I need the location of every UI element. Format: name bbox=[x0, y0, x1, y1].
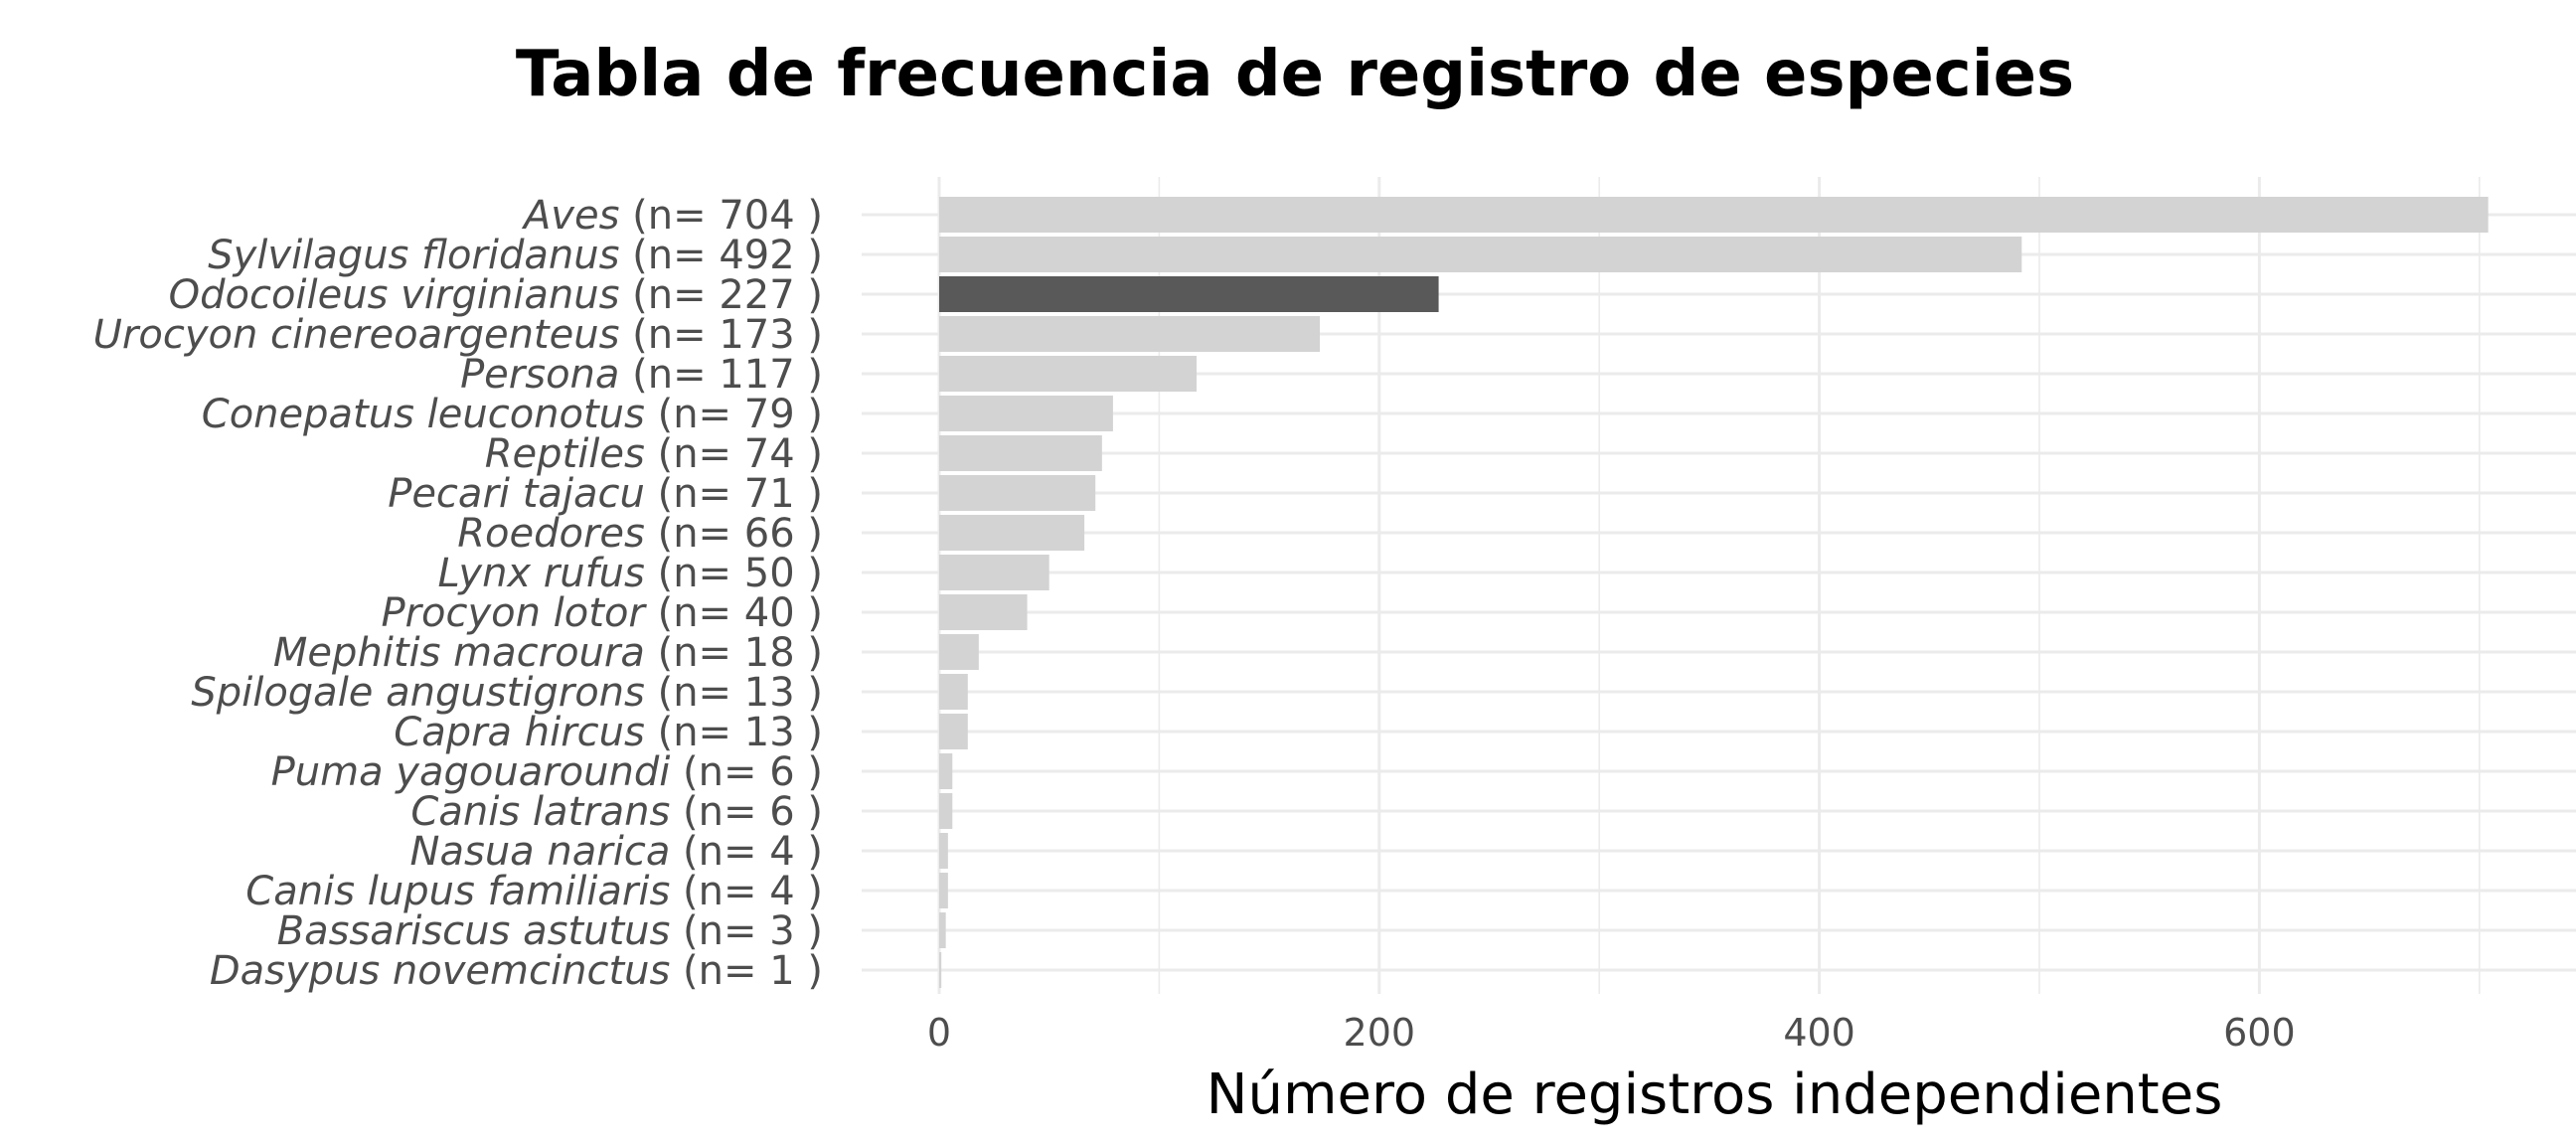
y-axis-labels: Aves (n= 704 )Sylvilagus floridanus (n= … bbox=[93, 193, 823, 994]
count-label: (n= 66 ) bbox=[645, 511, 823, 557]
count-label: (n= 71 ) bbox=[645, 471, 823, 517]
species-name: Puma yagouaroundi bbox=[271, 749, 671, 795]
bar bbox=[939, 714, 968, 749]
species-name: Sylvilagus floridanus bbox=[208, 233, 619, 278]
y-axis-label: Conepatus leuconotus (n= 79 ) bbox=[202, 392, 823, 437]
count-label: (n= 79 ) bbox=[645, 392, 823, 437]
species-name: Mephitis macroura bbox=[273, 630, 645, 676]
count-label: (n= 6 ) bbox=[670, 789, 823, 835]
count-label: (n= 50 ) bbox=[645, 551, 823, 596]
grid-lines bbox=[862, 177, 2576, 994]
count-label: (n= 117 ) bbox=[619, 352, 823, 398]
y-axis-label: Pecari tajacu (n= 71 ) bbox=[388, 471, 823, 517]
y-axis-label: Persona (n= 117 ) bbox=[460, 352, 823, 398]
y-axis-label: Dasypus novemcinctus (n= 1 ) bbox=[210, 948, 823, 994]
bar bbox=[939, 396, 1113, 431]
bar bbox=[939, 833, 948, 869]
count-label: (n= 492 ) bbox=[619, 233, 823, 278]
bar bbox=[939, 594, 1028, 630]
species-name: Urocyon cinereoargenteus bbox=[93, 312, 620, 358]
species-name: Roedores bbox=[457, 511, 645, 557]
bar bbox=[939, 435, 1102, 471]
bar bbox=[939, 475, 1096, 511]
y-axis-label: Spilogale angustigrons (n= 13 ) bbox=[191, 670, 823, 716]
species-name: Pecari tajacu bbox=[388, 471, 645, 517]
bar bbox=[939, 555, 1049, 590]
species-name: Capra hircus bbox=[394, 710, 645, 755]
count-label: (n= 1 ) bbox=[670, 948, 823, 994]
species-name: Spilogale angustigrons bbox=[191, 670, 645, 716]
bar bbox=[939, 237, 2022, 272]
x-tick-label: 0 bbox=[927, 1011, 951, 1055]
x-tick-label: 200 bbox=[1344, 1011, 1416, 1055]
y-axis-label: Mephitis macroura (n= 18 ) bbox=[273, 630, 823, 676]
y-axis-label: Urocyon cinereoargenteus (n= 173 ) bbox=[93, 312, 823, 358]
bar bbox=[939, 674, 968, 710]
y-axis-label: Lynx rufus (n= 50 ) bbox=[438, 551, 823, 596]
species-name: Reptiles bbox=[485, 431, 645, 477]
y-axis-label: Puma yagouaroundi (n= 6 ) bbox=[271, 749, 823, 795]
y-axis-label: Capra hircus (n= 13 ) bbox=[394, 710, 823, 755]
species-name: Bassariscus astutus bbox=[277, 908, 671, 954]
chart-title: Tabla de frecuencia de registro de espec… bbox=[516, 38, 2074, 111]
species-name: Persona bbox=[460, 352, 619, 398]
species-name: Conepatus leuconotus bbox=[202, 392, 645, 437]
y-axis-label: Nasua narica (n= 4 ) bbox=[410, 829, 823, 875]
x-axis-title: Número de registros independientes bbox=[1207, 1063, 2223, 1127]
count-label: (n= 4 ) bbox=[670, 869, 823, 914]
x-tick-label: 400 bbox=[1783, 1011, 1855, 1055]
count-label: (n= 173 ) bbox=[619, 312, 823, 358]
bar bbox=[939, 197, 2489, 233]
y-axis-label: Canis latrans (n= 6 ) bbox=[410, 789, 823, 835]
count-label: (n= 6 ) bbox=[670, 749, 823, 795]
count-label: (n= 13 ) bbox=[645, 670, 823, 716]
species-name: Canis latrans bbox=[410, 789, 670, 835]
y-axis-label: Reptiles (n= 74 ) bbox=[485, 431, 823, 477]
species-name: Dasypus novemcinctus bbox=[210, 948, 671, 994]
y-axis-label: Canis lupus familiaris (n= 4 ) bbox=[245, 869, 823, 914]
count-label: (n= 18 ) bbox=[645, 630, 823, 676]
count-label: (n= 40 ) bbox=[645, 590, 823, 636]
count-label: (n= 13 ) bbox=[645, 710, 823, 755]
count-label: (n= 74 ) bbox=[645, 431, 823, 477]
x-axis-tick-labels: 0 200 400 600 bbox=[927, 1011, 2296, 1055]
bar bbox=[939, 276, 1439, 312]
count-label: (n= 704 ) bbox=[619, 193, 823, 239]
y-axis-label: Bassariscus astutus (n= 3 ) bbox=[277, 908, 823, 954]
bar bbox=[939, 873, 948, 908]
bar bbox=[939, 634, 979, 670]
bar bbox=[939, 316, 1321, 352]
y-axis-label: Procyon lotor (n= 40 ) bbox=[381, 590, 823, 636]
species-name: Canis lupus familiaris bbox=[245, 869, 670, 914]
bar bbox=[939, 952, 942, 988]
count-label: (n= 3 ) bbox=[670, 908, 823, 954]
x-tick-label: 600 bbox=[2223, 1011, 2296, 1055]
y-axis-label: Odocoileus virginianus (n= 227 ) bbox=[169, 272, 823, 318]
bar bbox=[939, 356, 1198, 392]
bar bbox=[939, 753, 953, 789]
y-axis-label: Aves (n= 704 ) bbox=[521, 193, 823, 239]
count-label: (n= 4 ) bbox=[670, 829, 823, 875]
species-name: Odocoileus virginianus bbox=[169, 272, 620, 318]
species-name: Lynx rufus bbox=[438, 551, 645, 596]
bar bbox=[939, 912, 946, 948]
count-label: (n= 227 ) bbox=[619, 272, 823, 318]
bar bbox=[939, 793, 953, 829]
bars bbox=[939, 197, 2489, 988]
species-name: Aves bbox=[521, 193, 619, 239]
y-axis-label: Sylvilagus floridanus (n= 492 ) bbox=[208, 233, 823, 278]
species-name: Nasua narica bbox=[410, 829, 671, 875]
y-axis-label: Roedores (n= 66 ) bbox=[457, 511, 823, 557]
bar bbox=[939, 515, 1085, 551]
species-name: Procyon lotor bbox=[381, 590, 647, 636]
